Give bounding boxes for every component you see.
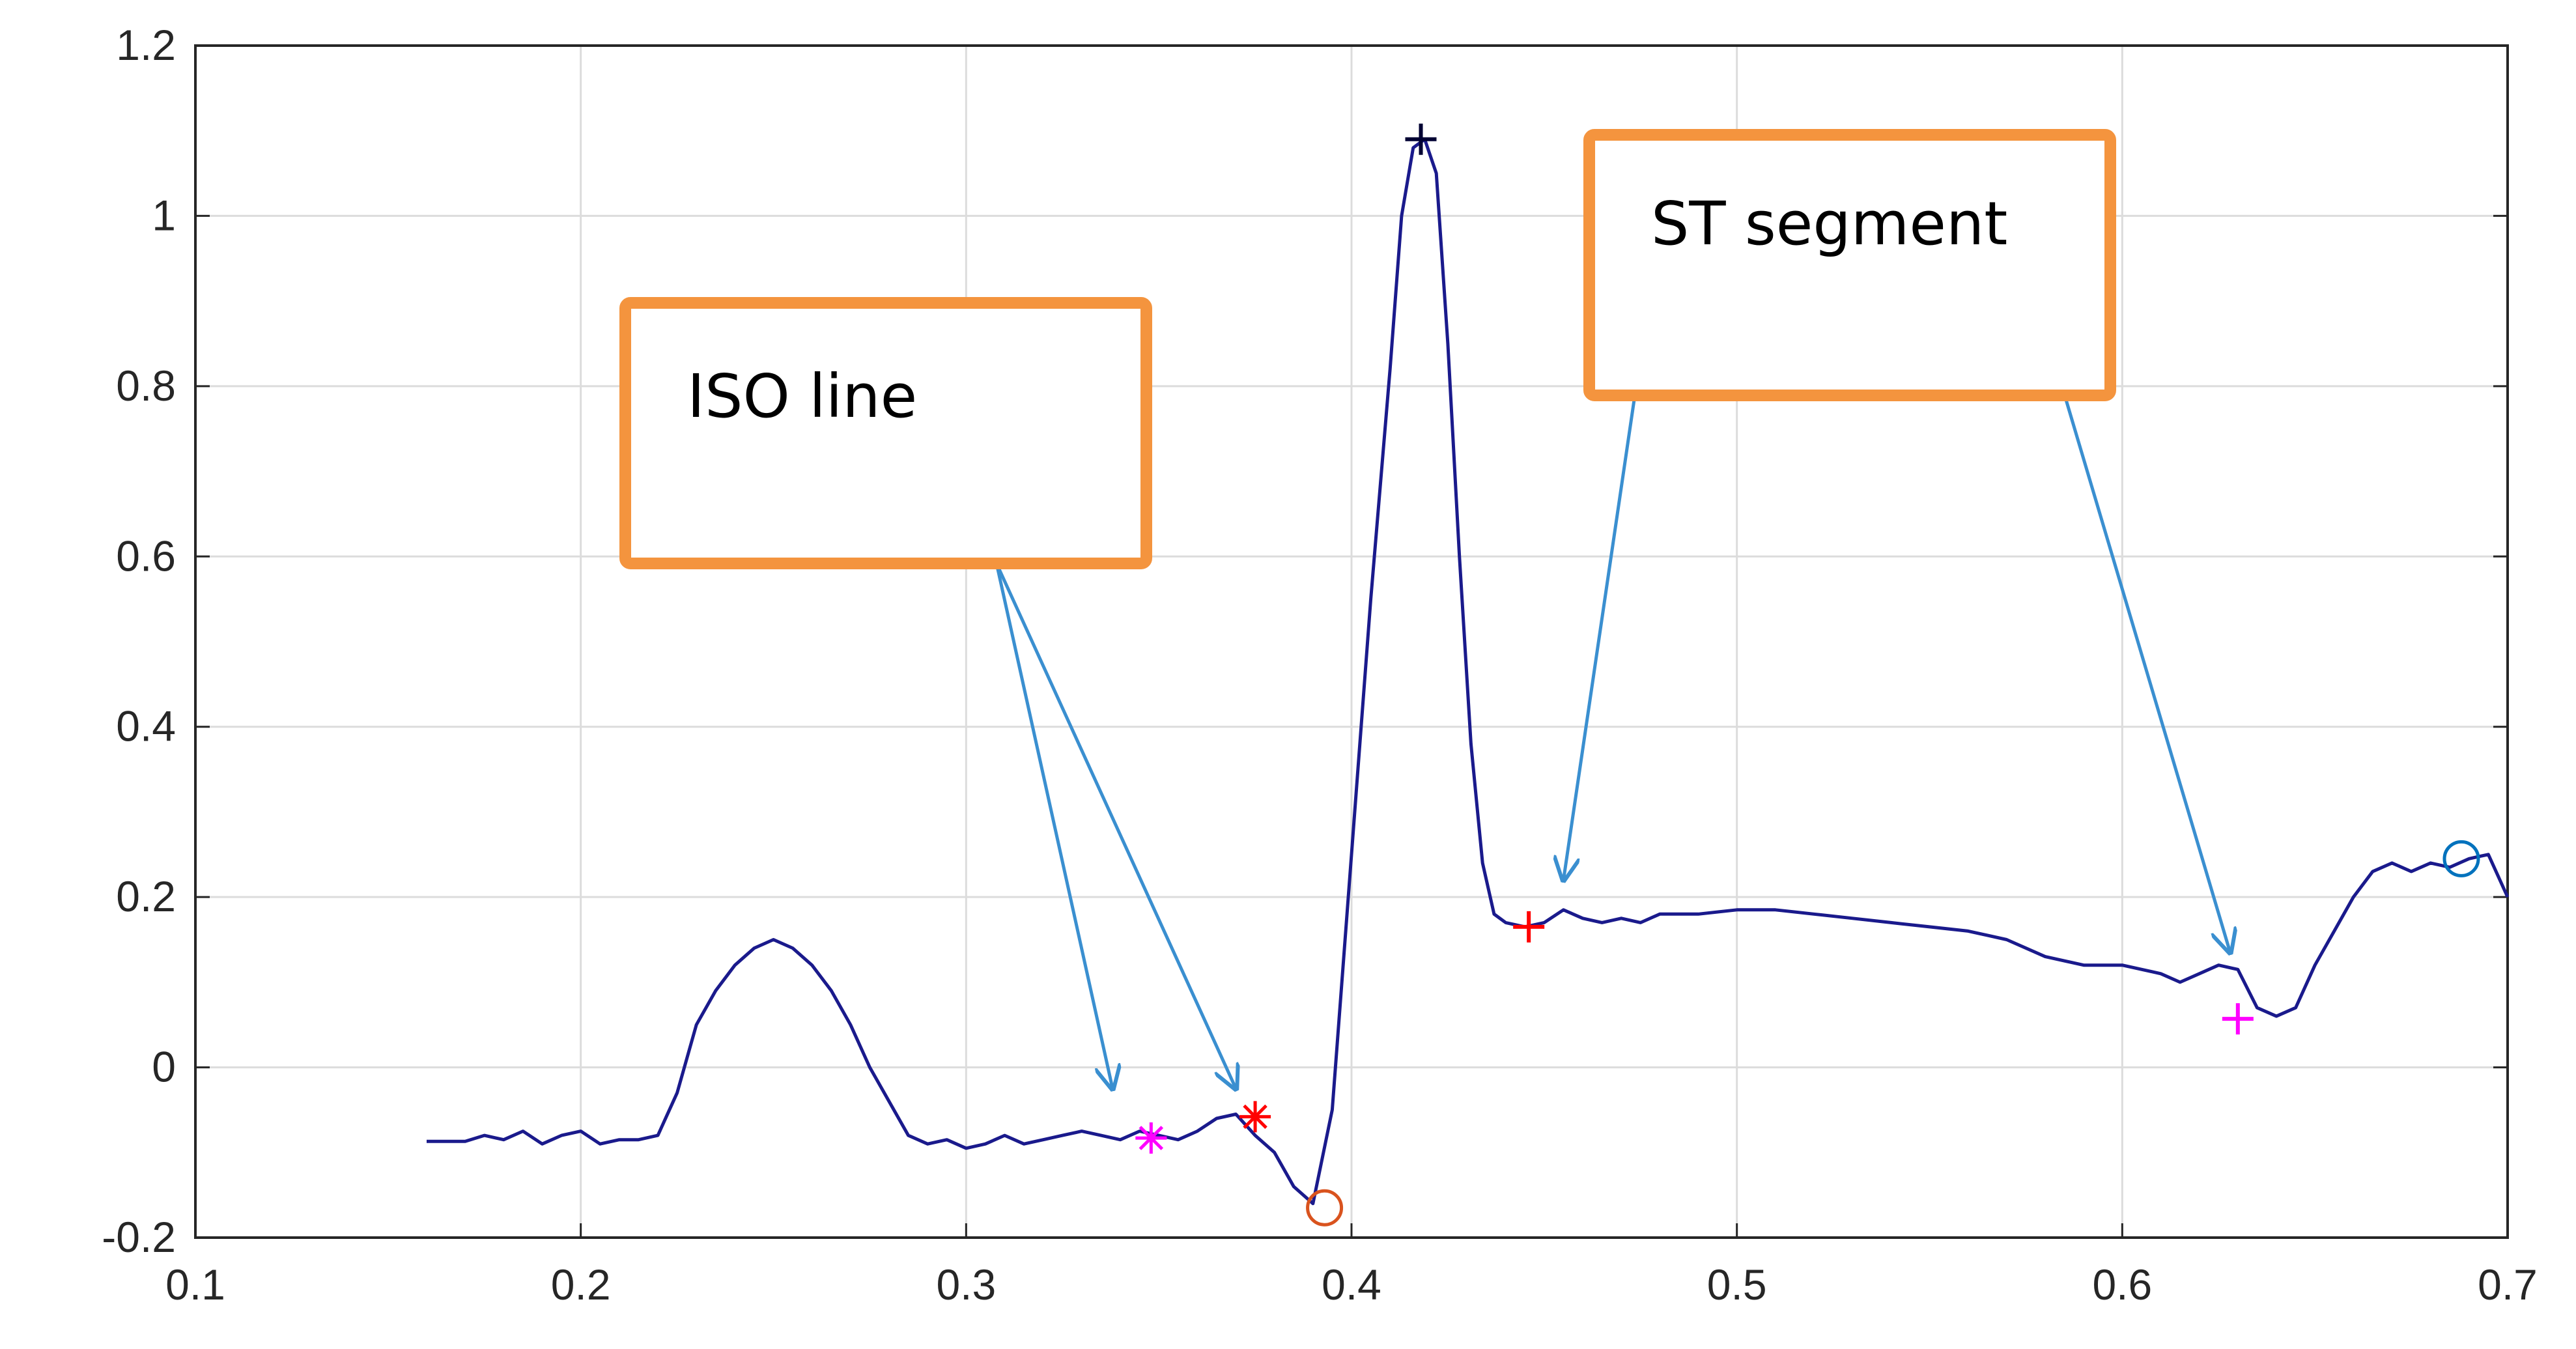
x-tick-label: 0.1 [165, 1260, 225, 1309]
annotation-label: ISO line [687, 362, 917, 431]
annotation-arrow [2063, 395, 2230, 952]
annotation-box [1583, 129, 2116, 401]
grid [194, 44, 2509, 1239]
x-tick-label: 0.6 [2092, 1260, 2152, 1309]
y-tick-label: 1 [152, 191, 176, 239]
iso-line-annotation: ISO line [619, 297, 1236, 1088]
x-tick-label: 0.7 [2478, 1260, 2538, 1309]
series [427, 137, 2510, 1206]
annotation-arrow [995, 563, 1112, 1088]
annotation-label: ST segment [1651, 189, 2007, 259]
y-tick-label: 0.6 [116, 532, 176, 580]
x-tick-label: 0.4 [1322, 1260, 1381, 1309]
y-tick-label: 1.2 [116, 21, 176, 69]
y-tick-label: 0.8 [116, 362, 176, 410]
x-tick-label: 0.2 [551, 1260, 611, 1309]
annotation-arrow [995, 562, 1236, 1088]
plot-frame [194, 44, 2509, 1239]
plus-marker [1513, 911, 1545, 943]
annotations: ISO line ST segment [619, 129, 2230, 1088]
y-tick-label: 0 [152, 1043, 176, 1091]
markers [1135, 123, 2480, 1227]
y-tick-label: 0.2 [116, 872, 176, 920]
plus-marker [2222, 1003, 2254, 1035]
axes: 0.1 0.2 0.3 0.4 0.5 0.6 0.7 -0.2 0 0.2 0.4 0.6 0.8 1 1… [102, 21, 2538, 1309]
plus-marker [1405, 123, 1437, 155]
x-tick-label: 0.3 [936, 1260, 996, 1309]
star-marker [1135, 1122, 1167, 1154]
annotation-box [619, 297, 1152, 569]
x-tick-label: 0.5 [1707, 1260, 1767, 1309]
circle-marker [1306, 1189, 1344, 1227]
star-marker [1239, 1101, 1271, 1133]
ecg-series-line [427, 137, 2510, 1206]
y-tick-label: -0.2 [102, 1213, 176, 1261]
st-segment-annotation: ST segment [1563, 129, 2230, 952]
circle-marker [2442, 840, 2480, 877]
annotation-arrow [1563, 395, 1637, 880]
y-tick-label: 0.4 [116, 702, 176, 750]
